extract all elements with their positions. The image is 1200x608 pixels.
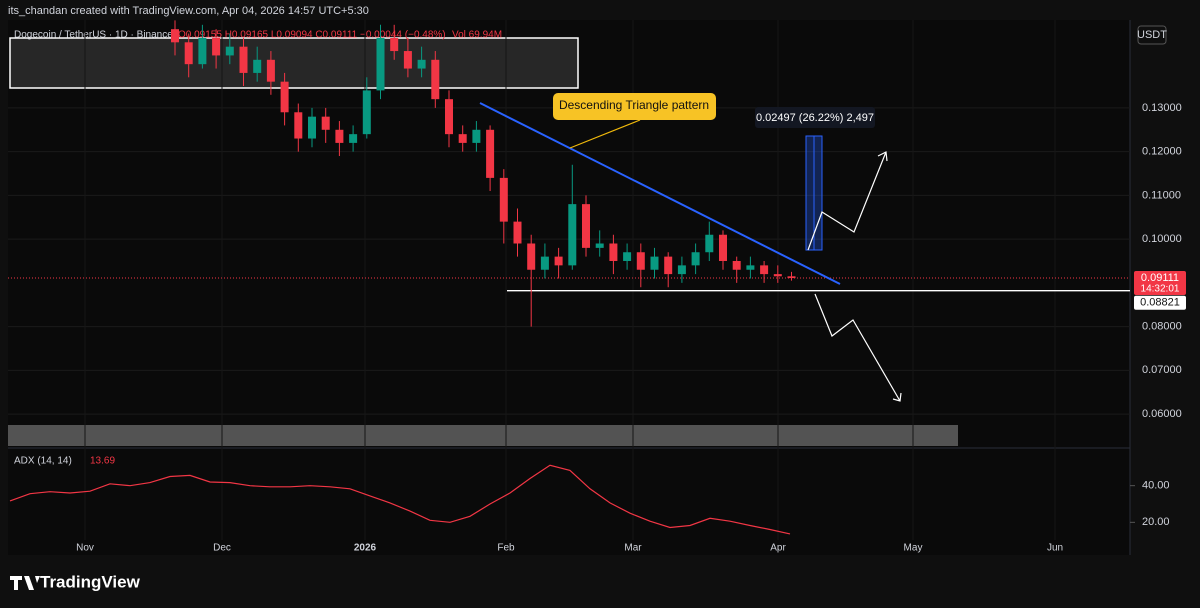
logo-mark bbox=[10, 576, 40, 590]
candle-body bbox=[335, 129, 344, 143]
candle-body bbox=[677, 265, 686, 275]
candle-body bbox=[636, 252, 645, 270]
candle-body bbox=[773, 274, 782, 277]
candle-body bbox=[403, 51, 412, 69]
price-tick-label: 0.07000 bbox=[1142, 364, 1182, 376]
candle-body bbox=[527, 243, 536, 270]
time-tick-label: 2026 bbox=[354, 543, 377, 554]
measure-label: 0.02497 (26.22%) 2,497 bbox=[756, 112, 874, 124]
support-zone bbox=[8, 425, 958, 446]
ohlc: O0.09155 H0.09165 L0.09094 C0.09111 −0.0… bbox=[178, 30, 446, 41]
candle-body bbox=[650, 256, 659, 270]
resistance-zone bbox=[9, 37, 579, 89]
last-price-label: 0.09111 bbox=[1141, 272, 1179, 284]
candle-body bbox=[582, 204, 590, 248]
candle-body bbox=[609, 243, 618, 261]
candle-body bbox=[595, 243, 604, 248]
callout-box bbox=[553, 93, 716, 120]
candle-body bbox=[732, 260, 741, 270]
candle-body bbox=[540, 256, 549, 270]
trendline bbox=[479, 102, 841, 285]
candle-body bbox=[691, 252, 700, 266]
time-tick-label: Jun bbox=[1047, 543, 1063, 554]
price-tick-label: 0.08000 bbox=[1142, 321, 1182, 333]
candle-body bbox=[362, 90, 371, 135]
candle-body bbox=[472, 129, 481, 143]
candle-body bbox=[349, 134, 358, 143]
candle-body bbox=[623, 252, 632, 261]
credit: its_chandan created with TradingView.com… bbox=[8, 5, 369, 17]
candle-body bbox=[239, 46, 248, 73]
callout-pointer bbox=[569, 119, 641, 149]
bullish-arrow bbox=[807, 151, 888, 251]
candle-body bbox=[184, 42, 193, 65]
pattern-label: Descending Triangle pattern bbox=[559, 98, 709, 112]
time-tick-label: Mar bbox=[624, 543, 642, 554]
candle-body bbox=[390, 37, 399, 52]
candle-body bbox=[253, 59, 262, 73]
indicator-name: ADX (14, 14) bbox=[14, 456, 72, 467]
measure-label-box bbox=[755, 107, 875, 128]
candle-body bbox=[513, 221, 522, 244]
price-tick-label: 0.10000 bbox=[1142, 233, 1182, 245]
candle-body bbox=[225, 46, 234, 56]
candle-body bbox=[664, 256, 673, 275]
candle-body bbox=[431, 59, 440, 100]
candle-body bbox=[499, 177, 508, 222]
candle-body bbox=[266, 59, 275, 82]
candle-body bbox=[171, 29, 179, 43]
price-tick-label: 0.13000 bbox=[1142, 102, 1182, 114]
time-tick-label: Apr bbox=[770, 543, 786, 554]
drawings: Descending Triangle pattern 0.02497 (26.… bbox=[479, 93, 902, 402]
candle-body bbox=[212, 37, 221, 56]
candle-body bbox=[746, 265, 755, 270]
support-tag bbox=[1134, 295, 1186, 310]
candle-body bbox=[486, 129, 495, 178]
indicator-value: 13.69 bbox=[90, 456, 115, 467]
indicator-tick-label: 20.00 bbox=[1142, 516, 1170, 528]
last-price-tag bbox=[1134, 271, 1186, 296]
candle-body bbox=[568, 204, 577, 266]
candle-body bbox=[445, 99, 453, 135]
volume: Vol 69.94M bbox=[452, 30, 502, 41]
candle-body bbox=[458, 134, 467, 143]
support-label: 0.08821 bbox=[1140, 297, 1180, 309]
symbol: Dogecoin / TetherUS · 1D · Binance bbox=[14, 30, 173, 41]
candle-body bbox=[321, 116, 330, 130]
candle-body bbox=[554, 256, 563, 266]
time-tick-label: Dec bbox=[213, 543, 231, 554]
time-tick-label: Nov bbox=[76, 543, 94, 554]
candle-body bbox=[280, 81, 289, 113]
time-tick-label: Feb bbox=[497, 543, 515, 554]
currency: USDT bbox=[1137, 29, 1167, 41]
candle-body bbox=[417, 59, 426, 69]
footer bbox=[0, 555, 1200, 608]
adx-line bbox=[9, 464, 791, 535]
candle-body bbox=[198, 37, 207, 65]
price-tick-label: 0.11000 bbox=[1142, 189, 1181, 201]
candle-body bbox=[376, 37, 385, 91]
bearish-arrow bbox=[814, 293, 902, 402]
candle-body bbox=[705, 234, 714, 253]
price-tick-label: 0.06000 bbox=[1142, 408, 1182, 420]
candle-body bbox=[787, 276, 796, 279]
time-tick-label: May bbox=[904, 543, 923, 554]
countdown: 14:32:01 bbox=[1141, 284, 1180, 295]
candle-body bbox=[719, 234, 727, 261]
candle-body bbox=[294, 112, 303, 139]
indicator-tick-label: 40.00 bbox=[1142, 480, 1170, 492]
candle-body bbox=[760, 265, 769, 275]
price-tick-label: 0.12000 bbox=[1142, 146, 1182, 158]
brand: TradingView bbox=[40, 572, 141, 591]
candle-body bbox=[308, 116, 316, 139]
currency-box bbox=[1137, 25, 1167, 45]
